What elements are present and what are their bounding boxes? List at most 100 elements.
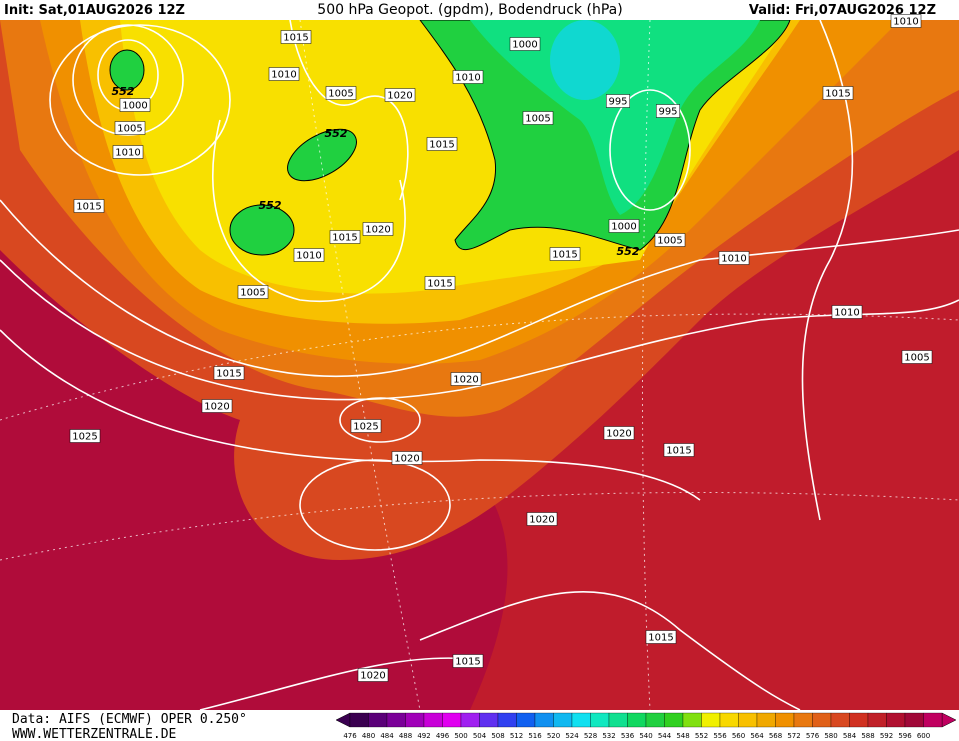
scale-label: 568 [769,732,782,740]
scale-label: 476 [343,732,357,740]
isobar-label: 1015 [666,446,691,457]
scale-label: 552 [695,732,708,740]
scale-label: 592 [880,732,893,740]
graticule [0,19,959,711]
geopotential-label: 552 [325,127,348,140]
isobar-label: 1015 [332,233,357,244]
scale-swatch [497,712,517,728]
isobar-label-box [268,67,300,81]
isobar-label-box [645,630,677,644]
isobar-label: 1020 [529,515,554,526]
isobar-label-box [831,305,863,319]
scale-label: 524 [565,732,579,740]
isobar-label: 1025 [353,422,378,433]
scale-swatch [442,712,462,728]
isobar-label: 1010 [115,148,140,159]
scale-label: 560 [732,732,745,740]
isobar-label-box [384,88,416,102]
isobar-label: 1015 [427,279,452,290]
isobar-label-box [350,419,382,433]
scale-label: 520 [547,732,560,740]
scale-swatch [738,712,758,728]
scale-label: 532 [602,732,615,740]
scale-swatch [349,712,369,728]
isobar-label-box [362,222,394,236]
isobar-label-box [201,399,233,413]
isobar-label-box [603,426,635,440]
isobar-label: 995 [658,107,677,118]
scale-label: 584 [843,732,857,740]
isobar-label-box [424,276,456,290]
scale-label: 480 [362,732,375,740]
scale-label: 512 [510,732,523,740]
isobar-label-box [549,247,581,261]
isobar-label: 1015 [216,369,241,380]
isobar-label-box [114,121,146,135]
scale-label: 484 [380,732,394,740]
isobar-label-box [293,248,325,262]
geopotential-area [287,128,357,182]
isobar-label: 1020 [365,225,390,236]
scale-swatch [886,712,906,728]
isobar-label: 1010 [455,73,480,84]
scale-swatch [608,712,628,728]
isobar-label: 1010 [893,17,918,28]
isobar-label: 1020 [204,402,229,413]
scale-label: 496 [436,732,450,740]
scale-swatch [701,712,721,728]
isobar-label-box [325,86,357,100]
isobar-label-box [606,94,630,108]
isobar-label: 1020 [606,429,631,440]
isobar-label-box [426,137,458,151]
scale-swatch [719,712,739,728]
isobar-label: 1015 [825,89,850,100]
isobar-label: 1005 [657,236,682,247]
scale-label: 516 [528,732,542,740]
isobar-label: 1020 [453,375,478,386]
isobar-label: 1020 [394,454,419,465]
isobar-label: 1010 [271,70,296,81]
scale-swatch [830,712,850,728]
scale-label: 492 [417,732,430,740]
isobar-label-box [522,111,554,125]
scale-swatch [479,712,499,728]
scale-label: 580 [824,732,837,740]
isobar-label-box [608,219,640,233]
scale-swatch [590,712,610,728]
isobar-label-box [718,251,750,265]
isobar-label-box [329,230,361,244]
scale-label: 588 [861,732,874,740]
scale-swatch [516,712,536,728]
isobar-label-box [280,30,312,44]
geopotential-label: 552 [617,245,640,258]
scale-swatch [460,712,480,728]
isobar-label-box [112,145,144,159]
isobar-label: 1015 [429,140,454,151]
scale-label: 540 [639,732,652,740]
scale-label: 556 [713,732,727,740]
isobar-label-box [452,654,484,668]
isobar-label-box [69,429,101,443]
geopotential-label: 552 [259,199,282,212]
scale-swatch [553,712,573,728]
scale-label: 544 [658,732,672,740]
isobar-label-box [213,366,245,380]
isobar-label: 1000 [611,222,636,233]
isobar-label-box [73,199,105,213]
isobar-label: 1015 [552,250,577,261]
isobar-label-box [357,668,389,682]
isobar-label-box [901,350,933,364]
init-time: Init: Sat,01AUG2026 12Z [4,3,185,18]
map [0,19,959,711]
scale-label: 508 [491,732,504,740]
isobar-label-box [654,233,686,247]
geopotential-label: 552 [112,85,135,98]
isobar-label: 1005 [328,89,353,100]
geopotential-area [470,20,760,215]
scale-swatch [682,712,702,728]
scale-label: 536 [621,732,635,740]
isobar-label: 1015 [76,202,101,213]
isobar-label-box [656,104,680,118]
isobar-label-box [822,86,854,100]
isobar-label: 1015 [648,633,673,644]
